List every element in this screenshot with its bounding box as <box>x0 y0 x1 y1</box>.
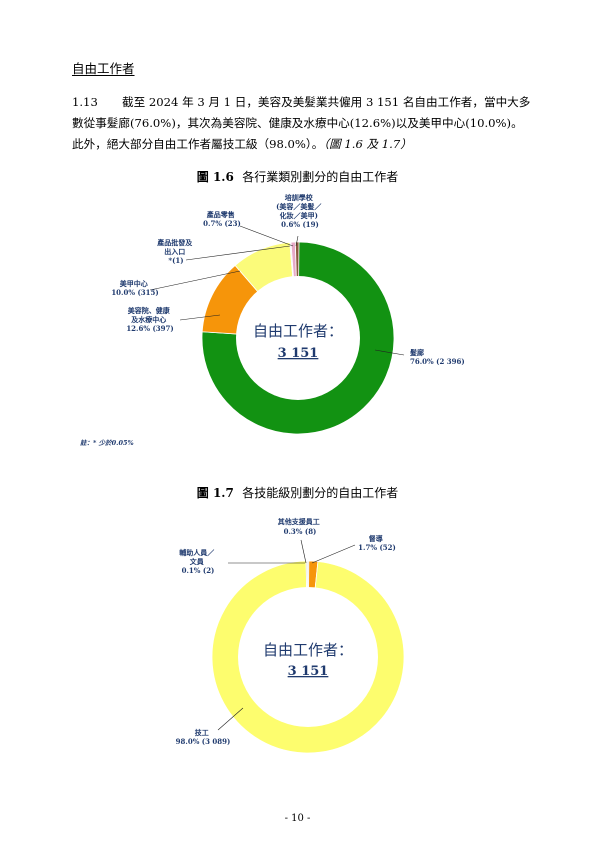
paragraph-line-1: 1.13 截至 2024 年 3 月 1 日，美容及美髮業共僱用 3 151 名自… <box>72 92 542 113</box>
figure-1-number: 圖 1.6 <box>196 170 234 184</box>
leader-line-skilled <box>217 707 244 731</box>
label-retail: 產品零售 0.7% (23) <box>203 210 241 228</box>
leader-line-beauty <box>179 314 221 321</box>
figure-reference: （圖 1.6 及 1.7） <box>323 137 412 151</box>
center-value: 3 151 <box>288 664 329 679</box>
leader-line-nail <box>149 270 241 291</box>
slice-hair <box>201 241 395 435</box>
label-clerk: 輔助人員／ 文員 0.1% (2) <box>179 548 216 575</box>
label-other: 其他支援員工 0.3% (8) <box>278 517 322 536</box>
label-hair: 髮廊 76.0% (2 396) <box>409 348 465 366</box>
paragraph-number: 1.13 <box>72 95 98 109</box>
figure-1-title: 圖 1.6 各行業類別劃分的自由工作者 <box>0 168 595 185</box>
figure-2-title: 圖 1.7 各技能級別劃分的自由工作者 <box>0 484 595 501</box>
paragraph-line-2: 數從事髮廊(76.0%)，其次為美容院、健康及水療中心(12.6%)以及美甲中心… <box>72 116 523 130</box>
leader-line-retail <box>239 225 294 247</box>
label-nail: 美甲中心 10.0% (315) <box>111 279 158 297</box>
figure-1-caption: 各行業類別劃分的自由工作者 <box>242 170 399 184</box>
label-supervisor: 督導 1.7% (52) <box>358 534 396 552</box>
figure-2-caption: 各技能級別劃分的自由工作者 <box>242 486 399 500</box>
paragraph-text-3: 此外，絕大部分自由工作者屬技工級（98.0%）。 <box>72 137 324 151</box>
donut-chart-industry: 自由工作者： 3 151 髮廊 76.0% (2 396) 美容院、健康 及水療… <box>111 193 465 435</box>
section-heading: 自由工作者 <box>72 61 135 76</box>
leader-line-hair <box>374 349 405 356</box>
leader-line-other <box>300 539 307 564</box>
center-value: 3 151 <box>278 346 319 361</box>
center-label: 自由工作者： <box>253 322 343 340</box>
donut-chart-skill: 自由工作者： 3 151 技工 98.0% (3 089) 督導 1.7% (5… <box>176 517 405 754</box>
leader-line-training <box>295 235 299 247</box>
label-training: 培訓學校 (美容／美髮／ 化妝／美甲) 0.6% (19) <box>276 193 324 229</box>
figure-1-note: 註：* 少於0.05% <box>80 439 134 447</box>
donut-hole <box>238 587 378 727</box>
label-wholesale: 產品批發及 出入口 *(1) <box>156 238 194 265</box>
paragraph-text-1: 截至 2024 年 3 月 1 日，美容及美髮業共僱用 3 151 名自由工作者… <box>122 95 531 109</box>
paragraph: 1.13 截至 2024 年 3 月 1 日，美容及美髮業共僱用 3 151 名自… <box>72 92 542 155</box>
label-skilled: 技工 98.0% (3 089) <box>176 728 231 746</box>
paragraph-line-3: 此外，絕大部分自由工作者屬技工級（98.0%）。（圖 1.6 及 1.7） <box>72 134 542 155</box>
leader-line-wholesale <box>185 245 291 261</box>
figure-2-number: 圖 1.7 <box>196 486 234 500</box>
center-label: 自由工作者： <box>263 641 353 659</box>
leader-line-supervisor <box>311 544 356 564</box>
label-beauty: 美容院、健康 及水療中心 12.6% (397) <box>126 306 173 333</box>
donut-hole <box>236 276 360 400</box>
page-number: - 10 - <box>284 813 311 824</box>
